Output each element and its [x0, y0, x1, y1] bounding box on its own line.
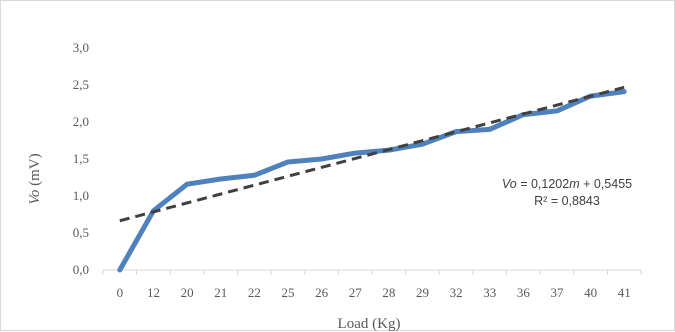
y-tick-label: 2,0: [73, 114, 89, 129]
y-tick-labels: 0,0 0,5 1,0 1,5 2,0 2,5 3,0: [73, 40, 89, 277]
x-tick-label: 33: [483, 285, 496, 300]
x-tick-label: 0: [117, 285, 124, 300]
series-line: [117, 89, 627, 273]
svg-text:Vo (mV): Vo (mV): [27, 153, 43, 204]
y-tick-label: 1,5: [73, 151, 89, 166]
x-tick-label: 40: [584, 285, 597, 300]
x-tick-label: 21: [214, 285, 227, 300]
y-tick-label: 1,0: [73, 188, 89, 203]
y-axis-title: Vo (mV): [27, 153, 43, 204]
x-tick-marks: [102, 270, 642, 275]
x-tick-label: 28: [382, 285, 395, 300]
y-axis-title-unit: (mV): [27, 153, 43, 189]
x-tick-labels: 0 12 20 21 22 25 26 27 28 29 32 33 36 37 40 41: [117, 285, 631, 300]
x-tick-label: 20: [181, 285, 194, 300]
y-tick-label: 3,0: [73, 40, 89, 55]
x-tick-label: 22: [248, 285, 261, 300]
trend-equation: Vo = 0,1202m + 0,5455: [502, 177, 632, 191]
x-tick-label: 27: [349, 285, 363, 300]
y-tick-label: 0,0: [73, 262, 89, 277]
x-tick-label: 29: [416, 285, 429, 300]
x-tick-label: 41: [618, 285, 631, 300]
y-tick-label: 2,5: [73, 77, 89, 92]
x-tick-label: 32: [450, 285, 463, 300]
trend-line: [119, 85, 625, 223]
x-tick-label: 37: [550, 285, 564, 300]
y-axis-title-var: Vo: [27, 189, 43, 205]
y-tick-label: 0,5: [73, 225, 89, 240]
x-tick-label: 26: [315, 285, 329, 300]
x-axis-title: Load (Kg): [338, 316, 401, 332]
x-tick-label: 25: [281, 285, 294, 300]
x-tick-label: 36: [517, 285, 531, 300]
trend-r-squared: R² = 0,8843: [534, 194, 600, 208]
x-tick-label: 12: [147, 285, 160, 300]
